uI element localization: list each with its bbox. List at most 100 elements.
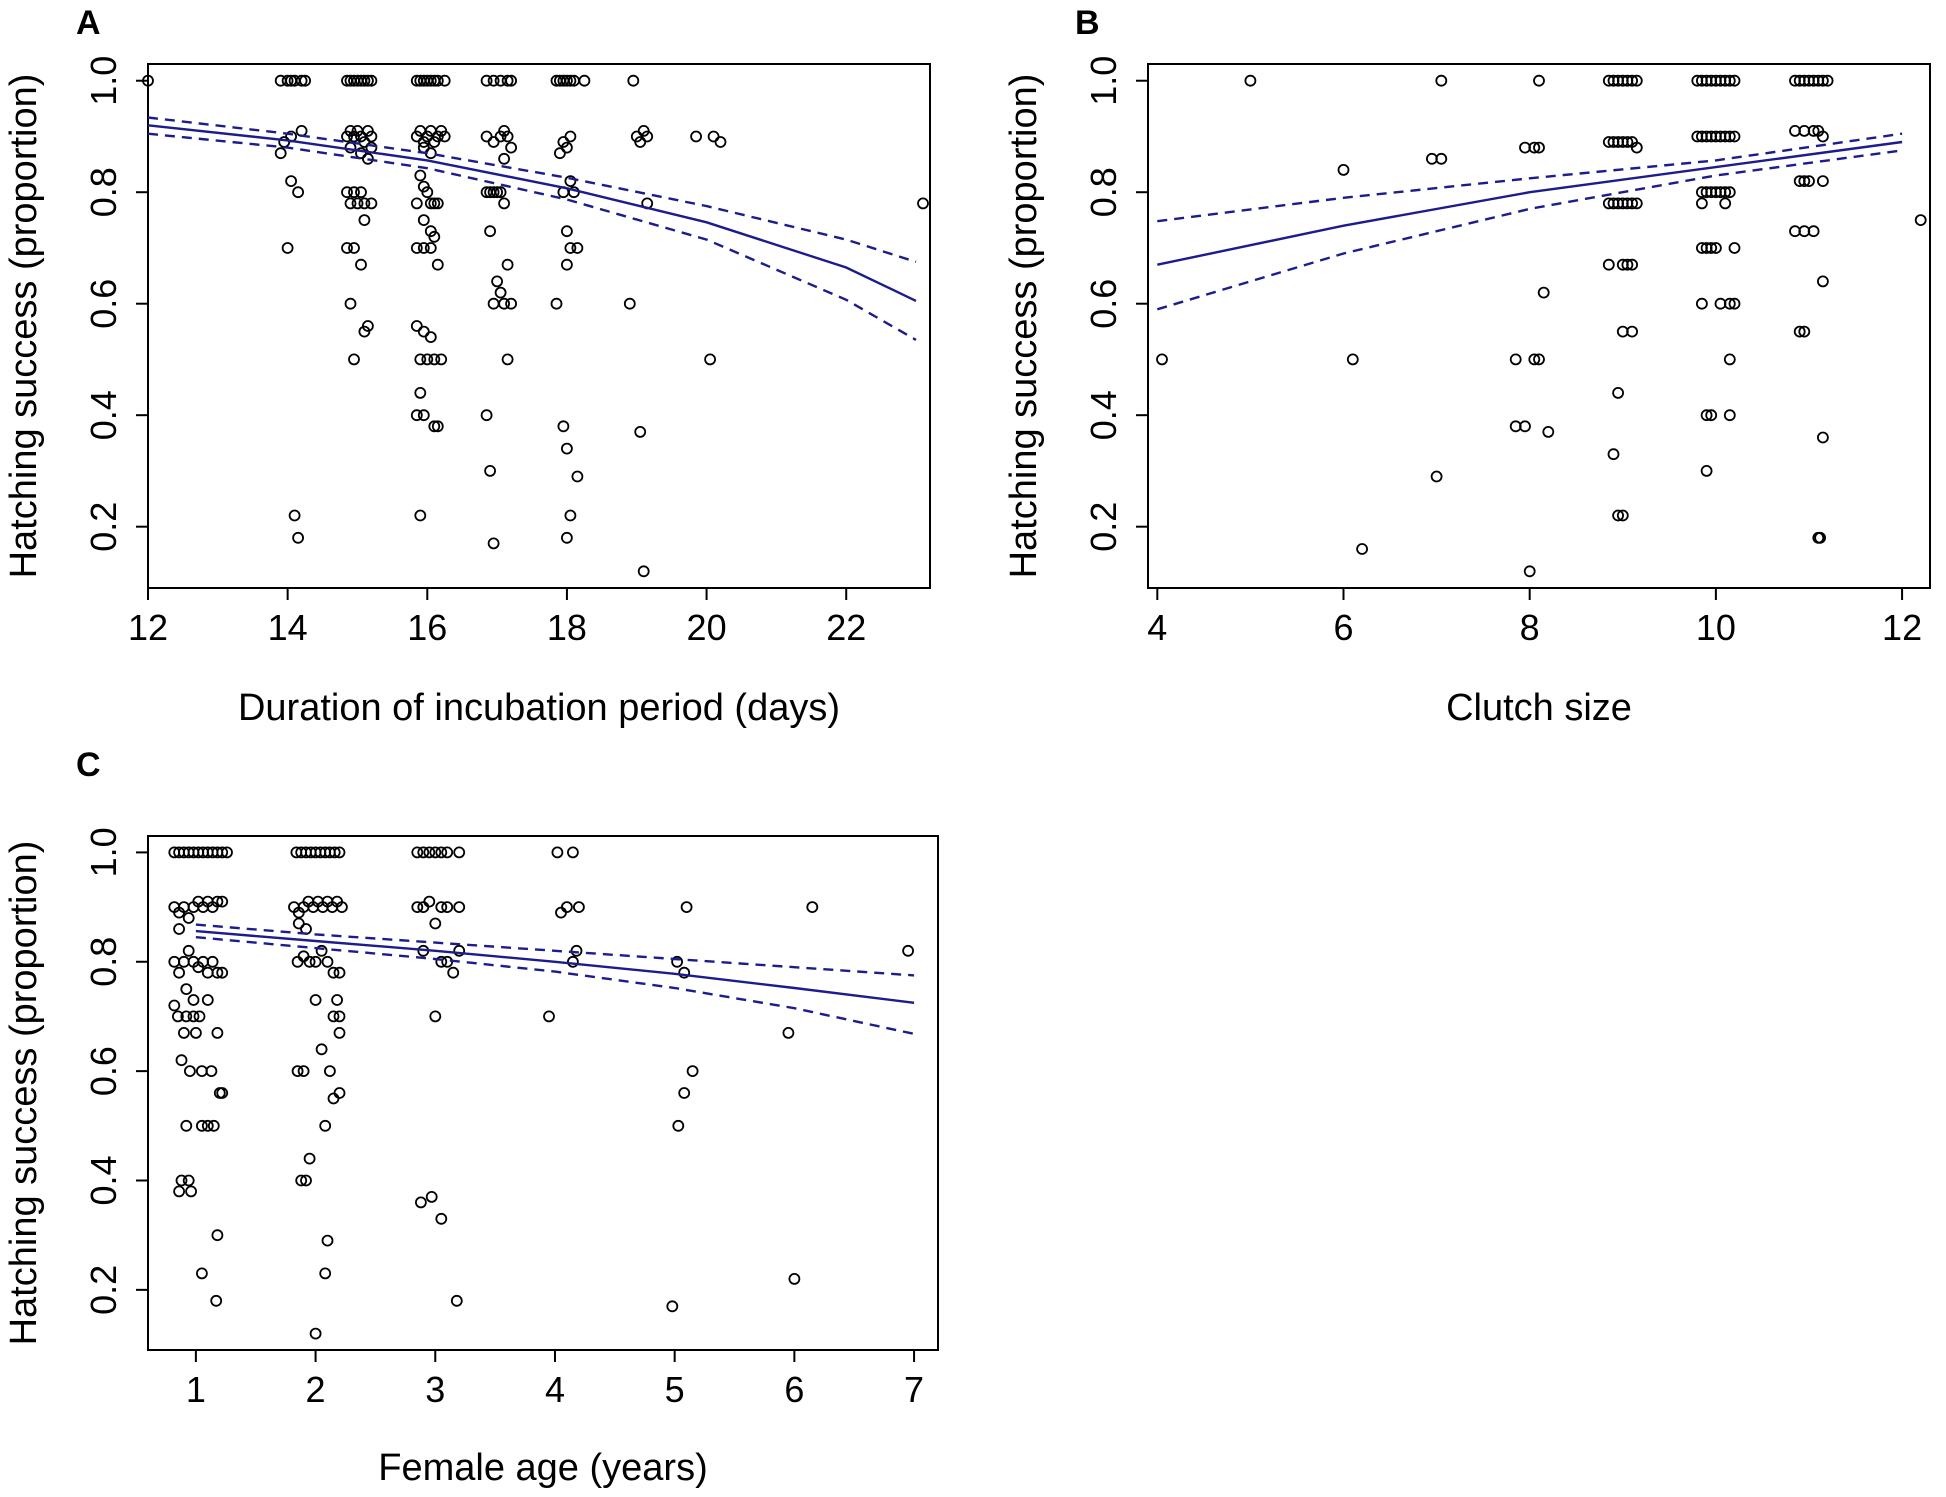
- panel-b-data-point: [1426, 152, 1438, 165]
- panel-c-data-point: [453, 901, 466, 913]
- panel-c-data-point: [207, 1119, 220, 1132]
- panel-c-data-point: [333, 846, 346, 859]
- panel-a-data-point: [428, 230, 441, 243]
- panel-b-x-tick-label: 12: [1882, 607, 1922, 648]
- panel-c-data-point: [666, 1300, 679, 1313]
- panel-c-data-point: [180, 983, 193, 995]
- panel-b-data-point: [1612, 509, 1624, 522]
- panel-c-data-point: [201, 994, 214, 1006]
- panel-c-data-point: [435, 955, 448, 968]
- panel-a-data-point: [428, 197, 441, 210]
- panel-a-ci-lower-line: [147, 132, 917, 341]
- panel-b-y-axis-title: Hatching success (proportion): [1003, 74, 1045, 579]
- panel-b-data-point: [1798, 325, 1811, 338]
- panel-b-data-point: [1710, 242, 1722, 254]
- panel-c-data-point: [195, 1267, 208, 1280]
- panel-c-data-point: [328, 846, 341, 859]
- panel-a-x-tick-label: 16: [407, 607, 447, 648]
- panel-b-y-tick-label: 1.0: [1083, 56, 1124, 106]
- panel-c-data-point: [183, 1065, 196, 1077]
- panel-a-data-point: [361, 74, 374, 87]
- panel-b-data-point: [1723, 297, 1736, 310]
- panel-a-data-point: [281, 74, 294, 87]
- panel-a-data-point: [414, 169, 427, 182]
- panel-a-data-point: [424, 242, 437, 254]
- panel-c-data-point: [671, 955, 683, 968]
- panel-c-data-point: [321, 1234, 334, 1247]
- panel-c-y-tick-label: 0.8: [83, 937, 124, 987]
- panel-c-data-point: [555, 906, 567, 919]
- panel-c-data-point: [902, 944, 914, 957]
- panel-b-data-point: [1817, 130, 1829, 143]
- panel-c-data-point: [573, 901, 585, 913]
- panel-a-data-point: [365, 130, 378, 143]
- panel-b-data-point: [1337, 163, 1350, 176]
- panel-c-data-point: [686, 1065, 699, 1077]
- panel-a-data-point: [484, 225, 497, 238]
- panel-a-data-point: [498, 297, 511, 310]
- panel-a-data-point: [414, 353, 427, 366]
- panel-b-data-point: [1719, 197, 1732, 210]
- panel-c-data-point: [175, 1054, 188, 1067]
- panel-b-data-point: [1626, 197, 1638, 210]
- panel-a-data-point: [417, 325, 430, 338]
- panel-c-data-point: [567, 955, 579, 968]
- panel-c-data-point: [291, 1065, 304, 1077]
- panel-c-x-tick-label: 7: [904, 1369, 924, 1410]
- panel-c-data-point: [309, 1327, 322, 1340]
- panel-a-data-point: [494, 186, 507, 199]
- panel-a-data-point: [414, 386, 427, 399]
- panel-a-data-point: [421, 186, 434, 199]
- panel-a-data-point: [917, 197, 929, 210]
- panel-c-data-point: [187, 1010, 200, 1023]
- panel-c-data-point: [333, 1027, 346, 1039]
- panel-c-data-point: [180, 1010, 193, 1023]
- panel-a-data-point: [571, 470, 584, 483]
- panel-c-plot-frame: [147, 835, 939, 1351]
- panel-b-data-point: [1807, 124, 1820, 137]
- panel-c-data-point: [171, 1010, 184, 1023]
- panel-c-data-point: [193, 1010, 206, 1023]
- panel-b-y-tick-label: 0.8: [1083, 167, 1124, 217]
- panel-c-data-point: [788, 1273, 801, 1285]
- panel-c-data-point: [321, 955, 334, 968]
- panel-c-data-point: [221, 846, 233, 859]
- panel-c-data-point: [453, 944, 466, 957]
- panel-b-x-tick-label: 4: [1147, 607, 1167, 648]
- panel-c-data-point: [333, 1010, 346, 1023]
- panel-c-letter: C: [76, 746, 101, 784]
- panel-a-data-point: [564, 175, 577, 188]
- panel-a-data-point: [410, 409, 423, 422]
- panel-c-data-point: [206, 955, 219, 968]
- panel-c-data-point: [551, 846, 564, 859]
- panel-a-x-tick-label: 20: [687, 607, 727, 648]
- panel-b-data-point: [1723, 74, 1736, 87]
- panel-b-data-point: [1700, 464, 1713, 477]
- panel-a-data-point: [480, 409, 493, 422]
- panel-a-data-point: [480, 130, 493, 143]
- panel-c-y-tick-label: 0.4: [83, 1155, 124, 1205]
- panel-b-data-point: [1705, 242, 1718, 254]
- panel-a-data-point: [561, 442, 573, 455]
- panel-c-x-tick-label: 6: [784, 1369, 804, 1410]
- panel-a-data-point: [424, 197, 437, 210]
- panel-c-data-point: [543, 1010, 555, 1023]
- panel-b-data-point: [1523, 565, 1536, 578]
- panel-b-data-point: [1728, 74, 1741, 87]
- panel-b-data-point: [1346, 353, 1359, 366]
- panel-c-y-tick-label: 0.2: [83, 1265, 124, 1315]
- panel-b-data-point: [1793, 175, 1806, 188]
- panel-a-data-point: [714, 136, 727, 148]
- panel-a-data-point: [564, 74, 577, 87]
- panel-a-data-point: [344, 197, 357, 210]
- panel-b-y-tick-label: 0.4: [1083, 390, 1124, 440]
- panel-c-y-axis-title: Hatching success (proportion): [3, 841, 45, 1346]
- panel-c-data-point: [423, 895, 436, 908]
- panel-c-data-point: [323, 1065, 336, 1077]
- panel-a-y-axis-title: Hatching success (proportion): [3, 74, 45, 579]
- panel-c-data-point: [806, 901, 819, 913]
- panel-c-data-point: [210, 1294, 223, 1307]
- panel-b-data-point: [1626, 74, 1638, 87]
- panel-b-data-point: [1430, 470, 1443, 483]
